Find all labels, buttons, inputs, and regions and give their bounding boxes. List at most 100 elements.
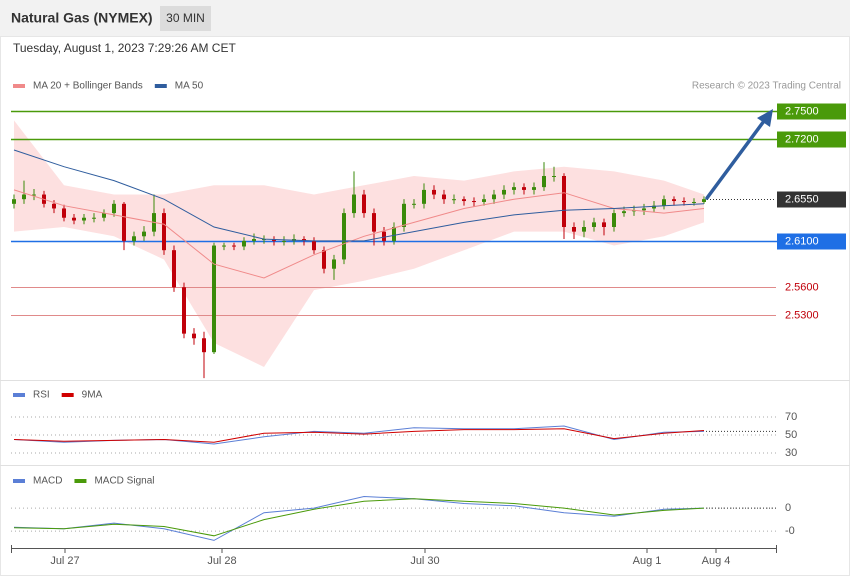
candle-body	[382, 231, 386, 241]
candle-body	[662, 199, 666, 206]
candle-body	[242, 240, 246, 247]
candle-body	[562, 176, 566, 227]
timeframe[interactable]: 30 MIN	[166, 11, 205, 25]
level-label-box	[777, 131, 846, 148]
candle-body	[422, 189, 426, 204]
candle-body	[452, 199, 456, 201]
candle-body	[582, 227, 586, 232]
candle-body	[352, 194, 356, 214]
candle-body	[82, 217, 86, 221]
candle-body	[442, 194, 446, 200]
x-tick-label: Jul 27	[50, 555, 79, 567]
candle-body	[602, 222, 606, 227]
candle-body	[32, 194, 36, 196]
timestamp: Tuesday, August 1, 2023 7:29:26 AM CET	[13, 41, 236, 55]
frame	[0, 36, 850, 576]
candle-body	[62, 208, 66, 218]
level-label: 2.7500	[785, 105, 819, 117]
indicator-line	[13, 495, 705, 541]
level-label: 2.7200	[785, 133, 819, 145]
candle-body	[332, 259, 336, 269]
x-tick-label: Aug 4	[702, 555, 731, 567]
legend-label: MACD Signal	[94, 476, 154, 487]
candle-body	[372, 213, 376, 232]
candle-body	[432, 189, 436, 195]
candle-body	[402, 203, 406, 227]
y-tick-label: 50	[785, 429, 797, 441]
level-label: 2.5600	[785, 281, 819, 293]
candle-body	[622, 211, 626, 214]
candle-body	[482, 199, 486, 202]
candle-body	[612, 213, 616, 227]
legend-label: MACD	[33, 476, 62, 487]
legend-label: MA 20 + Bollinger Bands	[33, 81, 143, 92]
candle-body	[702, 199, 706, 202]
indicator-line	[13, 428, 705, 443]
candle-body	[532, 187, 536, 190]
candle-body	[202, 338, 206, 353]
ma-line	[13, 189, 705, 279]
candle-body	[142, 231, 146, 237]
candle-body	[232, 245, 236, 247]
last-price-box	[777, 191, 846, 208]
candle-body	[312, 240, 316, 251]
legend-label: MA 50	[175, 81, 204, 92]
y-tick-label: -0	[785, 525, 795, 537]
x-tick-label: Jul 30	[410, 555, 439, 567]
candle-body	[222, 245, 226, 247]
title: Natural Gas (NYMEX)	[11, 10, 153, 26]
y-tick-label: 0	[785, 502, 791, 514]
last-price-label: 2.6550	[785, 193, 819, 205]
plot-layer: MA 20 + Bollinger Bands MA 50 Research © 2…	[11, 81, 846, 567]
candle-body	[512, 187, 516, 190]
legend-label: RSI	[33, 390, 50, 401]
candle-body	[302, 239, 306, 241]
candle-body	[342, 213, 346, 260]
candle-body	[52, 203, 56, 209]
credit: Research © 2023 Trading Central	[692, 81, 841, 92]
candle-body	[192, 333, 196, 339]
level-label: 2.5300	[785, 309, 819, 321]
candle-body	[212, 245, 216, 353]
candle-body	[692, 201, 696, 203]
header-bar	[0, 0, 850, 36]
candle-body	[22, 194, 26, 200]
candle-body	[462, 199, 466, 202]
forecast-arrow	[705, 119, 766, 200]
bollinger-band	[14, 120, 704, 368]
candle-body	[592, 222, 596, 227]
candle-body	[122, 203, 126, 241]
level-label-box	[777, 233, 846, 250]
candle-body	[362, 194, 366, 214]
candle-body	[272, 239, 276, 241]
x-tick-label: Aug 1	[633, 555, 662, 567]
candle-body	[72, 217, 76, 221]
candle-body	[652, 205, 656, 209]
level-label: 2.6100	[785, 235, 819, 247]
candle-body	[542, 176, 546, 188]
y-tick-label: 30	[785, 447, 797, 459]
candle-body	[472, 201, 476, 203]
candle-body	[252, 239, 256, 241]
candle-body	[552, 176, 556, 177]
x-tick-label: Jul 28	[207, 555, 236, 567]
legend-label: 9MA	[82, 390, 103, 401]
candle-body	[672, 199, 676, 202]
candle-body	[502, 189, 506, 195]
timeframe-box[interactable]	[160, 6, 211, 31]
candle-body	[682, 201, 686, 203]
forecast-arrowhead	[757, 109, 773, 127]
candle-body	[12, 199, 16, 204]
level-label-box	[777, 103, 846, 120]
candle-body	[392, 227, 396, 241]
candle-body	[102, 213, 106, 218]
ma-line	[13, 149, 705, 242]
candle-body	[92, 217, 96, 219]
y-tick-label: 70	[785, 411, 797, 423]
candle-body	[572, 227, 576, 232]
candle-body	[172, 250, 176, 288]
candle-body	[282, 240, 286, 242]
candle-body	[162, 213, 166, 251]
candle-body	[522, 187, 526, 190]
